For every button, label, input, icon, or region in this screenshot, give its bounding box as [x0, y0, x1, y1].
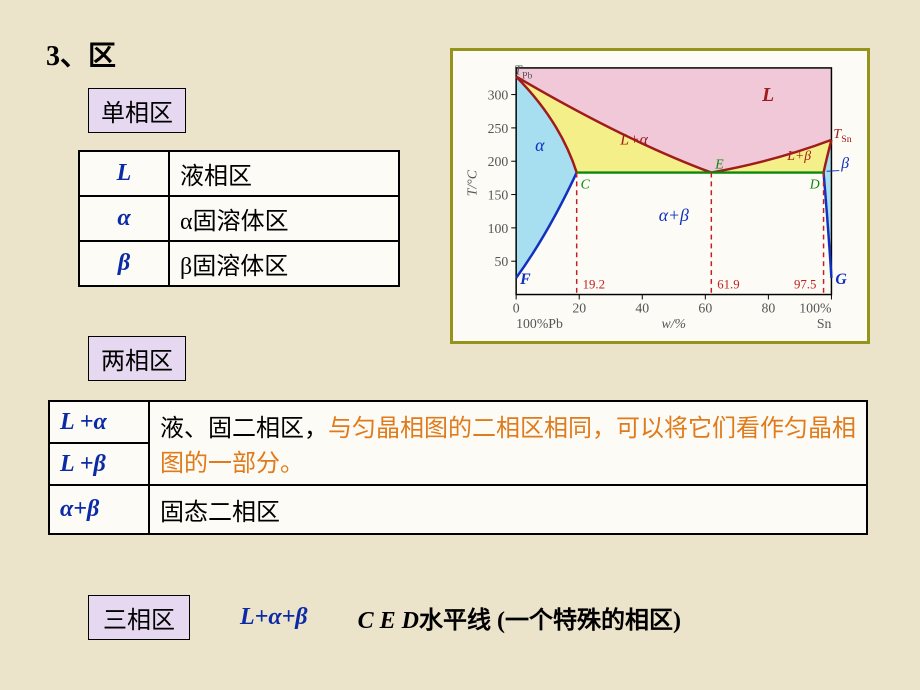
badge-single-phase: 单相区	[88, 88, 186, 133]
cell-desc: 液相区	[169, 151, 399, 196]
cell-symbol: α+β	[49, 485, 149, 534]
cell-desc: β固溶体区	[169, 241, 399, 286]
cell-desc-merged: 液、固二相区，与匀晶相图的二相区相同，可以将它们看作匀晶相图的一部分。	[149, 401, 867, 485]
cell-desc: 固态二相区	[149, 485, 867, 534]
table-row: L +α 液、固二相区，与匀晶相图的二相区相同，可以将它们看作匀晶相图的一部分。	[49, 401, 867, 443]
svg-text:50: 50	[494, 254, 508, 269]
table-row: α α固溶体区	[79, 196, 399, 241]
svg-text:20: 20	[572, 300, 586, 315]
svg-text:40: 40	[635, 300, 649, 315]
svg-text:Sn: Sn	[841, 134, 851, 145]
svg-text:100: 100	[488, 221, 509, 236]
three-phase-line: C E D水平线 (一个特殊的相区)	[358, 600, 681, 635]
svg-text:L: L	[761, 84, 774, 106]
line-rest: 水平线 (一个特殊的相区)	[419, 608, 681, 634]
two-phase-table: L +α 液、固二相区，与匀晶相图的二相区相同，可以将它们看作匀晶相图的一部分。…	[48, 400, 868, 535]
table-row: L 液相区	[79, 151, 399, 196]
text-black: 液、固二相区，	[160, 416, 328, 442]
svg-text:97.5: 97.5	[794, 278, 816, 292]
svg-text:α: α	[535, 135, 545, 155]
svg-text:Pb: Pb	[522, 71, 532, 82]
line-points: C E D	[358, 608, 419, 634]
svg-text:w/%: w/%	[662, 316, 687, 331]
cell-symbol: α	[79, 196, 169, 241]
table-row: β β固溶体区	[79, 241, 399, 286]
svg-text:150: 150	[488, 187, 509, 202]
svg-text:300: 300	[488, 87, 509, 102]
cell-symbol: L +α	[49, 401, 149, 443]
svg-text:C: C	[581, 176, 591, 191]
svg-text:19.2: 19.2	[583, 278, 605, 292]
svg-text:100%: 100%	[799, 300, 832, 315]
svg-text:60: 60	[698, 300, 712, 315]
svg-text:200: 200	[488, 154, 509, 169]
cell-symbol: L +β	[49, 443, 149, 485]
svg-text:G: G	[835, 271, 847, 288]
cell-symbol: L	[79, 151, 169, 196]
single-phase-table: L 液相区 α α固溶体区 β β固溶体区	[78, 150, 400, 287]
section-heading: 3、区	[46, 34, 116, 74]
svg-text:E: E	[714, 157, 724, 172]
svg-text:T/°C: T/°C	[465, 169, 480, 196]
svg-text:α+β: α+β	[659, 205, 689, 225]
svg-text:β: β	[840, 155, 849, 172]
cell-symbol: β	[79, 241, 169, 286]
phase-diagram-frame: 50 100 150 200 250 300 20 40 60 80 100% 0 Lα L+α L+β α+…	[450, 48, 870, 344]
svg-text:D: D	[809, 176, 820, 191]
svg-text:250: 250	[488, 121, 509, 136]
svg-text:L+β: L+β	[786, 148, 811, 163]
svg-text:Sn: Sn	[817, 316, 832, 331]
phase-diagram: 50 100 150 200 250 300 20 40 60 80 100% 0 Lα L+α L+β α+…	[459, 57, 861, 335]
badge-two-phase: 两相区	[88, 336, 186, 381]
svg-text:0: 0	[513, 300, 520, 315]
svg-text:F: F	[519, 271, 531, 288]
cell-desc: α固溶体区	[169, 196, 399, 241]
table-row: α+β 固态二相区	[49, 485, 867, 534]
svg-text:80: 80	[761, 300, 775, 315]
svg-text:61.9: 61.9	[717, 278, 739, 292]
svg-text:L+α: L+α	[619, 132, 648, 149]
badge-three-phase: 三相区	[88, 595, 190, 640]
three-phase-formula: L+α+β	[240, 604, 308, 631]
three-phase-row: 三相区 L+α+β C E D水平线 (一个特殊的相区)	[88, 595, 681, 640]
svg-text:100%Pb: 100%Pb	[516, 316, 563, 331]
